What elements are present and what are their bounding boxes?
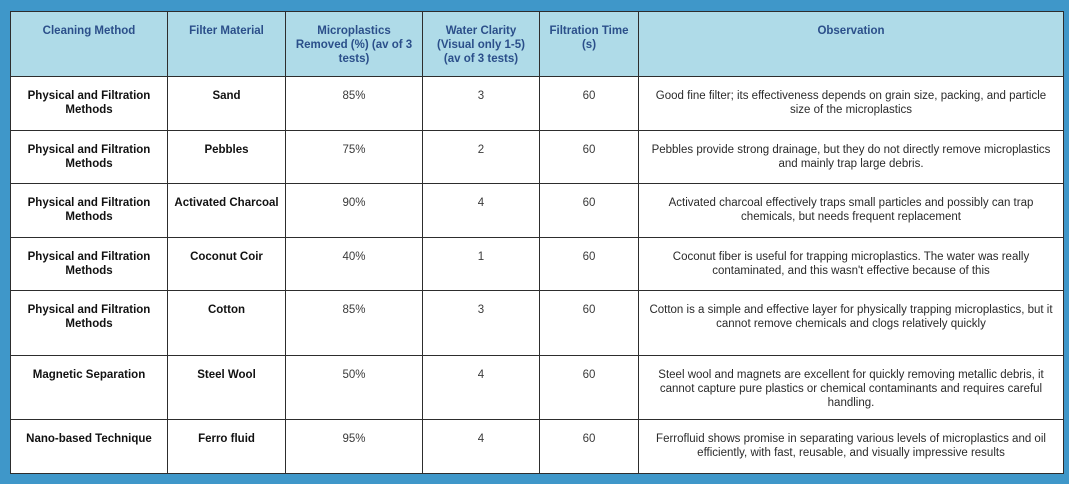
cell-filter-material: Ferro fluid [167,419,286,474]
table-row: Physical and Filtration Methods Activate… [10,183,1064,238]
cell-filter-material: Pebbles [167,130,286,184]
cell-filtration-time: 60 [539,76,639,131]
header-cleaning-method: Cleaning Method [10,11,168,77]
cell-filtration-time: 60 [539,237,639,291]
table-row: Magnetic Separation Steel Wool 50% 4 60 … [10,355,1064,420]
cell-water-clarity: 4 [422,419,540,474]
cell-microplastics-removed: 85% [285,76,423,131]
header-filter-material: Filter Material [167,11,286,77]
cell-cleaning-method: Magnetic Separation [10,355,168,420]
cell-cleaning-method: Physical and Filtration Methods [10,237,168,291]
cell-microplastics-removed: 95% [285,419,423,474]
header-observation: Observation [638,11,1064,77]
cell-observation: Cotton is a simple and effective layer f… [638,290,1064,356]
header-row: Cleaning Method Filter Material Micropla… [10,11,1064,77]
cell-cleaning-method: Physical and Filtration Methods [10,183,168,238]
cell-filtration-time: 60 [539,183,639,238]
cell-observation: Coconut fiber is useful for trapping mic… [638,237,1064,291]
table-row: Physical and Filtration Methods Coconut … [10,237,1064,291]
cell-microplastics-removed: 40% [285,237,423,291]
cell-filtration-time: 60 [539,130,639,184]
cell-observation: Pebbles provide strong drainage, but the… [638,130,1064,184]
cell-water-clarity: 1 [422,237,540,291]
cell-microplastics-removed: 50% [285,355,423,420]
cell-observation: Ferrofluid shows promise in separating v… [638,419,1064,474]
table-row: Physical and Filtration Methods Sand 85%… [10,76,1064,131]
cell-microplastics-removed: 85% [285,290,423,356]
cell-cleaning-method: Physical and Filtration Methods [10,76,168,131]
cell-filter-material: Sand [167,76,286,131]
cell-filter-material: Coconut Coir [167,237,286,291]
results-table: Cleaning Method Filter Material Micropla… [10,11,1064,474]
cell-filter-material: Cotton [167,290,286,356]
cell-filtration-time: 60 [539,290,639,356]
cell-water-clarity: 4 [422,355,540,420]
table-row: Physical and Filtration Methods Cotton 8… [10,290,1064,356]
cell-filter-material: Activated Charcoal [167,183,286,238]
cell-filter-material: Steel Wool [167,355,286,420]
cell-water-clarity: 3 [422,290,540,356]
cell-microplastics-removed: 75% [285,130,423,184]
cell-water-clarity: 2 [422,130,540,184]
cell-observation: Good fine filter; its effectiveness depe… [638,76,1064,131]
cell-cleaning-method: Physical and Filtration Methods [10,130,168,184]
header-water-clarity: Water Clarity (Visual only 1-5) (av of 3… [422,11,540,77]
table-row: Physical and Filtration Methods Pebbles … [10,130,1064,184]
cell-cleaning-method: Nano-based Technique [10,419,168,474]
cell-water-clarity: 4 [422,183,540,238]
results-table-container: Cleaning Method Filter Material Micropla… [10,11,1064,474]
cell-cleaning-method: Physical and Filtration Methods [10,290,168,356]
cell-observation: Activated charcoal effectively traps sma… [638,183,1064,238]
table-row: Nano-based Technique Ferro fluid 95% 4 6… [10,419,1064,474]
cell-water-clarity: 3 [422,76,540,131]
cell-observation: Steel wool and magnets are excellent for… [638,355,1064,420]
cell-filtration-time: 60 [539,355,639,420]
header-filtration-time: Filtration Time (s) [539,11,639,77]
cell-microplastics-removed: 90% [285,183,423,238]
header-microplastics-removed: Microplastics Removed (%) (av of 3 tests… [285,11,423,77]
cell-filtration-time: 60 [539,419,639,474]
